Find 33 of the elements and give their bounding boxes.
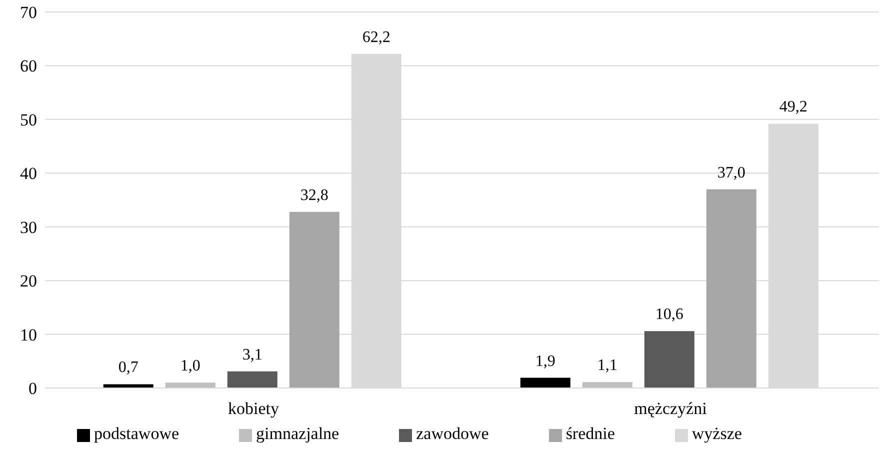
data-label: 1,1 (597, 357, 618, 374)
x-tick-label: mężczyźni (634, 399, 708, 418)
data-label: 1,0 (180, 358, 200, 375)
legend-label: wyższe (692, 424, 742, 443)
data-label: 3,1 (242, 346, 262, 364)
bar (289, 212, 340, 388)
y-tick-label: 0 (28, 379, 37, 398)
y-tick-label: 40 (20, 164, 37, 184)
y-tick-label: 50 (20, 110, 37, 130)
data-label: 62,2 (362, 28, 390, 46)
y-tick-label: 70 (20, 3, 37, 22)
y-tick-label: 60 (20, 56, 37, 76)
y-tick-label: 10 (20, 325, 37, 344)
bar (227, 371, 278, 388)
data-label: 49,2 (779, 98, 808, 116)
bar (582, 382, 632, 388)
bar (103, 384, 154, 388)
legend-label: podstawowe (94, 424, 180, 443)
bar (644, 331, 694, 388)
bar (165, 382, 216, 388)
data-label: 32,8 (300, 186, 328, 204)
bar (520, 378, 570, 388)
data-label: 37,0 (717, 164, 746, 182)
legend-label: średnie (566, 424, 615, 443)
legend-label: zawodowe (416, 424, 489, 443)
x-tick-label: kobiety (228, 399, 280, 418)
y-tick-label: 20 (20, 272, 37, 291)
bar (706, 189, 756, 388)
legend-label: gimnazjalne (256, 424, 340, 443)
data-label: 1,9 (535, 352, 556, 370)
data-label: 0,7 (118, 359, 138, 376)
y-tick-label: 30 (20, 218, 37, 237)
data-label: 10,6 (655, 306, 684, 324)
